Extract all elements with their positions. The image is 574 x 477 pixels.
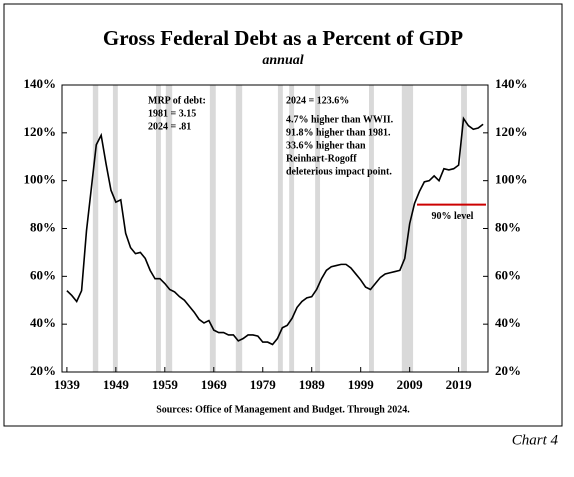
y-tick-label: 120% (24, 124, 57, 139)
recession-band (165, 85, 173, 372)
y-tick-label: 80% (30, 219, 56, 234)
annotation: MRP of debt: (148, 95, 206, 106)
recession-band (156, 85, 161, 372)
annotation: 4.7% higher than WWII. (286, 114, 394, 125)
annotation: 2024 = 123.6% (286, 95, 349, 106)
chart-label: Chart 4 (512, 432, 559, 448)
chart-title: Gross Federal Debt as a Percent of GDP (103, 26, 463, 50)
y-tick-label: 20% (30, 363, 56, 378)
y-tick-label: 60% (30, 267, 56, 282)
y-tick-label: 140% (24, 76, 57, 91)
recession-band (209, 85, 216, 372)
recession-band (277, 85, 283, 372)
y2-tick-label: 100% (495, 172, 528, 187)
x-tick-label: 1989 (299, 377, 326, 392)
debt-line (66, 116, 484, 346)
x-tick-label: 1979 (250, 377, 277, 392)
recession-band (92, 85, 99, 372)
source: Sources: Office of Management and Budget… (156, 404, 410, 415)
y-tick-label: 100% (24, 172, 57, 187)
annotation: Reinhart-Rogoff (286, 153, 357, 164)
recession-band (112, 85, 118, 372)
plot-area (61, 84, 489, 373)
annotation: 33.6% higher than (286, 140, 366, 151)
recession-band (461, 85, 467, 372)
chart-subtitle: annual (262, 53, 303, 68)
y2-tick-label: 20% (495, 363, 521, 378)
recession-band (235, 85, 243, 372)
annotation: deleterious impact point. (286, 166, 392, 177)
annotation: 2024 = .81 (148, 121, 191, 132)
y2-tick-label: 80% (495, 219, 521, 234)
recession-band (369, 85, 374, 372)
x-tick-label: 1939 (54, 377, 81, 392)
recession-band (315, 85, 321, 372)
x-tick-label: 1969 (201, 377, 228, 392)
y2-tick-label: 140% (495, 76, 528, 91)
reference-label: 90% level (432, 211, 474, 222)
y2-tick-label: 120% (495, 124, 528, 139)
annotation: 1981 = 3.15 (148, 108, 196, 119)
y-tick-label: 40% (30, 315, 56, 330)
frame (3, 3, 563, 427)
x-tick-label: 2009 (397, 377, 424, 392)
y2-tick-label: 60% (495, 267, 521, 282)
x-tick-label: 1999 (348, 377, 375, 392)
x-tick-label: 2019 (446, 377, 473, 392)
y2-tick-label: 40% (495, 315, 521, 330)
recession-band (401, 85, 414, 372)
annotation: 91.8% higher than 1981. (286, 127, 391, 138)
x-tick-label: 1949 (103, 377, 130, 392)
x-tick-label: 1959 (152, 377, 179, 392)
recession-band (289, 85, 295, 372)
